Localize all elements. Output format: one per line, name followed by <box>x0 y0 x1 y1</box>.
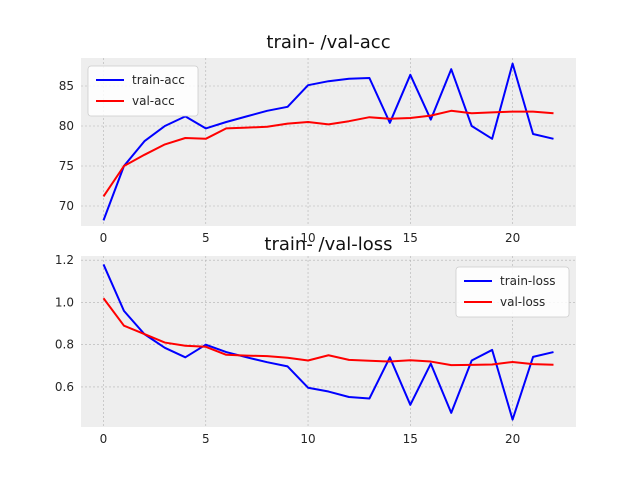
series-line-val-loss <box>102 297 554 367</box>
y-tick-label: 85 <box>59 79 74 93</box>
x-tick-label: 10 <box>300 432 315 446</box>
x-tick-label: 0 <box>100 231 108 245</box>
y-tick-label: 70 <box>59 199 74 213</box>
legend-label: val-acc <box>132 94 175 108</box>
x-tick-label: 15 <box>403 432 418 446</box>
subplot-title: train- /val-acc <box>266 32 390 53</box>
legend-box <box>87 65 199 117</box>
series-line-train-loss <box>102 264 554 421</box>
x-tick-label: 15 <box>403 231 418 245</box>
legend-label: train-loss <box>500 274 555 288</box>
y-tick-label: 0.8 <box>55 338 74 352</box>
x-tick-label: 20 <box>505 432 520 446</box>
subplot-title: train- /val-loss <box>264 234 392 255</box>
y-tick-label: 80 <box>59 119 74 133</box>
x-tick-label: 20 <box>505 231 520 245</box>
subplot-1: 0 5 10 15 200.60.81.01.2train-lossval-losstr… <box>55 234 576 446</box>
legend-box <box>455 266 570 318</box>
series-line-val-acc <box>102 109 554 197</box>
y-tick-label: 75 <box>59 159 74 173</box>
legend-label: train-acc <box>132 73 185 87</box>
series-line-train-acc <box>102 62 554 221</box>
subplot-0: 0 5 10 15 20 70 75 80 85 train-acc val-acc train- /… <box>59 32 576 245</box>
x-tick-label: 5 <box>202 432 210 446</box>
y-tick-label: 1.0 <box>55 295 74 309</box>
plots-container: 0 5 10 15 20 70 75 80 85 train-acc val-acc train- /… <box>55 32 576 446</box>
x-tick-label: 0 <box>100 432 108 446</box>
legend-label: val-loss <box>500 295 545 309</box>
x-tick-label: 5 <box>202 231 210 245</box>
legend: train-loss val-loss <box>455 266 570 318</box>
x-tick-label: 10 <box>300 231 315 245</box>
y-tick-label: 0.6 <box>55 380 74 394</box>
legend: train-acc val-acc <box>87 65 199 117</box>
y-tick-label: 1.2 <box>55 253 74 267</box>
